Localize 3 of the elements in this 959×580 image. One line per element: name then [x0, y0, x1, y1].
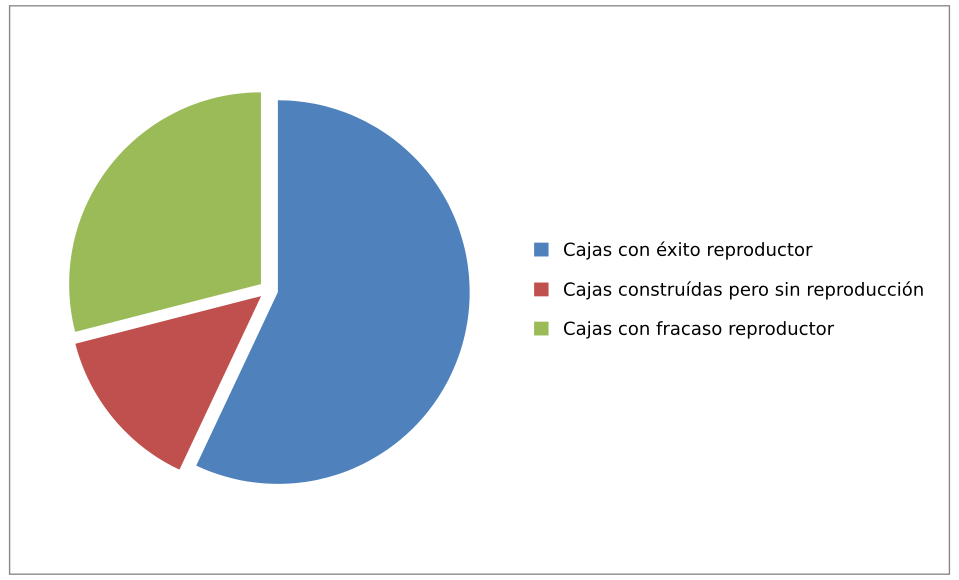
legend-label: Cajas con fracaso reproductor [564, 321, 834, 339]
legend-label: Cajas construídas pero sin reproducción [564, 281, 923, 300]
legend-label: Cajas con éxito reproductor [564, 241, 812, 260]
